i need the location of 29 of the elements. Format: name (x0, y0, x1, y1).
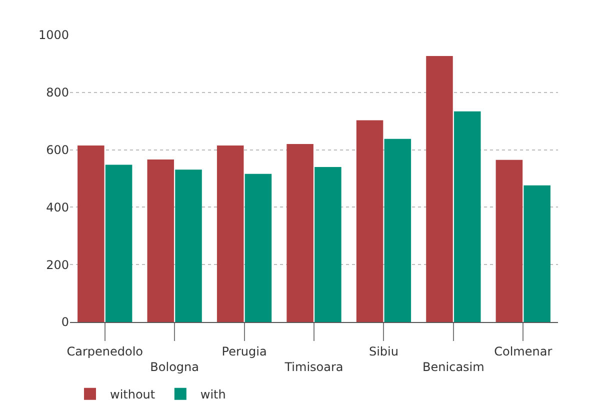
bar (147, 160, 174, 322)
bar (216, 146, 244, 322)
y-tick-label: 800 (46, 86, 69, 100)
x-tick-label: Bologna (150, 360, 199, 374)
bar (524, 185, 550, 322)
y-tick-label: 200 (46, 258, 69, 272)
x-tick-label: Timisoara (284, 360, 344, 374)
bar (105, 164, 132, 322)
y-tick-label: 0 (61, 315, 69, 330)
bar (454, 111, 481, 322)
bar (244, 174, 272, 322)
y-tick-label: 600 (46, 143, 69, 157)
x-tick-label: Perugia (222, 344, 267, 358)
x-tick-label: Carpenedolo (66, 344, 144, 358)
bar (426, 56, 453, 322)
legend-label: without (110, 388, 156, 402)
y-tick-label: 400 (46, 200, 69, 214)
x-tick-label: Colmenar (494, 344, 552, 358)
bar (496, 160, 523, 322)
bar (175, 170, 202, 322)
y-tick-label: 1000 (38, 28, 69, 42)
x-tick-label: Sibiu (368, 344, 398, 358)
bar (78, 146, 104, 322)
bar (286, 144, 314, 322)
bar (384, 138, 412, 322)
bar (356, 120, 384, 322)
x-tick-label: Benicasim (422, 360, 484, 374)
bar (314, 167, 342, 322)
legend-label: with (200, 388, 226, 402)
